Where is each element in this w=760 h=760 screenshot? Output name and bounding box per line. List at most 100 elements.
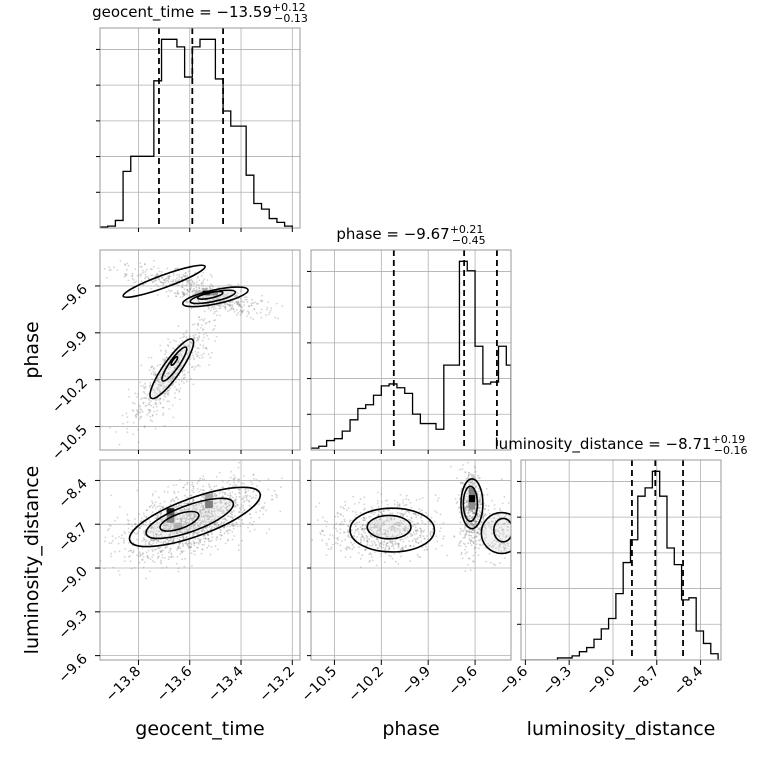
sample-point xyxy=(410,516,413,519)
sample-point xyxy=(217,524,220,527)
sample-point xyxy=(504,515,507,518)
sample-point xyxy=(198,356,201,359)
sample-point xyxy=(361,527,364,530)
sample-point xyxy=(418,498,421,501)
sample-point xyxy=(471,522,474,525)
sample-point xyxy=(399,524,402,527)
sample-point xyxy=(227,529,230,532)
sample-point xyxy=(199,506,202,509)
sample-point xyxy=(200,502,203,505)
sample-point xyxy=(478,509,481,512)
sample-point xyxy=(233,500,236,503)
sample-point xyxy=(275,496,278,499)
sample-point xyxy=(396,527,398,530)
sample-point xyxy=(178,276,181,278)
sample-point xyxy=(237,283,240,286)
sample-point xyxy=(131,525,133,527)
sample-point xyxy=(175,511,178,514)
sample-point xyxy=(468,472,470,474)
sample-point xyxy=(110,494,112,497)
sample-point xyxy=(383,533,386,535)
sample-point xyxy=(240,309,242,312)
sample-point xyxy=(198,539,201,542)
sample-point xyxy=(195,522,198,525)
sample-point xyxy=(200,530,203,532)
sample-point xyxy=(204,534,207,536)
sample-point xyxy=(419,536,422,539)
histogram-geocent_time xyxy=(100,38,293,228)
sample-point xyxy=(153,528,155,531)
sample-point xyxy=(213,312,215,315)
sample-point xyxy=(483,526,486,529)
sample-point xyxy=(187,345,189,347)
sample-point xyxy=(503,549,505,552)
sample-point xyxy=(383,510,385,512)
sample-point xyxy=(501,532,503,535)
sample-point xyxy=(169,366,172,369)
sample-point xyxy=(217,524,220,526)
sample-point xyxy=(470,544,473,547)
sample-point xyxy=(399,530,401,532)
sample-point xyxy=(395,522,398,524)
sample-point xyxy=(236,303,239,306)
sample-point xyxy=(193,504,195,507)
sample-point xyxy=(238,511,241,514)
sample-point xyxy=(214,494,216,497)
sample-point xyxy=(152,527,155,529)
sample-point xyxy=(159,349,162,352)
sample-point xyxy=(243,475,245,477)
sample-point xyxy=(343,531,345,534)
sample-point xyxy=(413,523,416,526)
sample-point xyxy=(145,268,148,271)
sample-point xyxy=(271,498,274,501)
sample-point xyxy=(465,501,468,504)
sample-point xyxy=(164,349,167,352)
sample-point xyxy=(339,532,341,535)
sample-point xyxy=(230,512,233,515)
sample-point xyxy=(205,288,207,291)
sample-point xyxy=(192,487,195,490)
sample-point xyxy=(361,527,363,530)
sample-point xyxy=(153,535,155,538)
sample-point xyxy=(233,310,236,313)
sample-point xyxy=(171,376,174,378)
sample-point xyxy=(416,530,419,533)
sample-point xyxy=(167,368,170,370)
sample-point xyxy=(222,505,225,508)
sample-point xyxy=(167,558,170,561)
sample-point xyxy=(192,293,195,296)
sample-point xyxy=(208,299,211,302)
sample-point xyxy=(117,570,120,572)
sample-point xyxy=(204,322,207,325)
sample-point xyxy=(167,275,170,278)
sample-point xyxy=(350,529,353,531)
sample-point xyxy=(396,521,398,524)
sample-point xyxy=(125,412,128,415)
sample-point xyxy=(228,301,231,304)
sample-point xyxy=(189,542,192,544)
sample-point xyxy=(159,398,162,400)
sample-point xyxy=(174,366,177,369)
sample-point xyxy=(233,485,236,488)
sample-point xyxy=(156,516,159,519)
sample-point xyxy=(473,523,476,526)
sample-point xyxy=(199,327,202,329)
sample-point xyxy=(200,287,203,290)
pair-frame xyxy=(310,459,512,661)
sample-point xyxy=(159,518,162,521)
sample-point xyxy=(402,514,404,517)
sample-point xyxy=(243,496,245,499)
sample-point xyxy=(387,530,389,533)
sample-point xyxy=(461,482,464,484)
sample-point xyxy=(233,481,235,484)
sample-point xyxy=(230,301,232,303)
sample-point xyxy=(238,492,241,495)
contour-line xyxy=(480,511,511,555)
sample-point xyxy=(478,516,481,518)
sample-point xyxy=(169,290,172,293)
sample-point xyxy=(192,498,195,501)
sample-point xyxy=(153,503,156,506)
sample-point xyxy=(495,541,498,543)
sample-point xyxy=(385,542,388,545)
sample-point xyxy=(228,304,231,306)
